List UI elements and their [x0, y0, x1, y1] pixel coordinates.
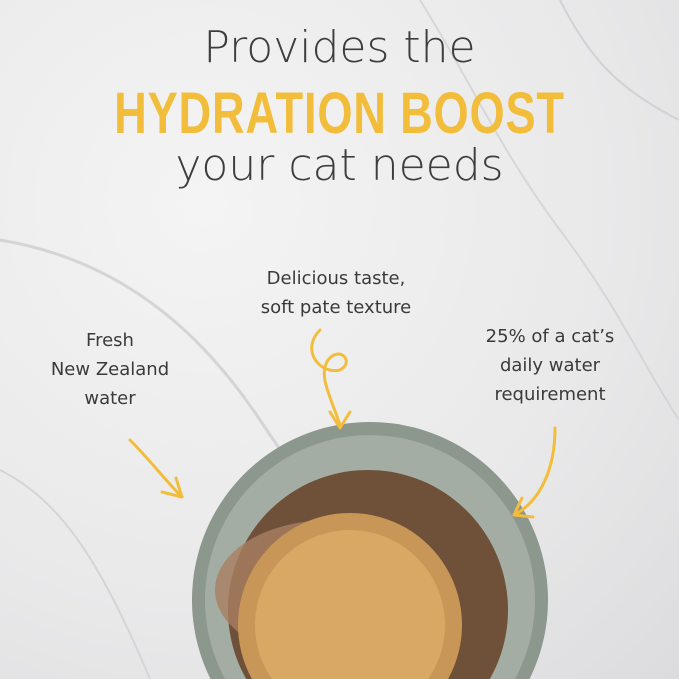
bowl	[192, 421, 548, 679]
callout-text: Fresh	[86, 330, 134, 351]
arrow-icon	[328, 410, 352, 430]
callout-text: water	[84, 388, 136, 409]
callout-text: 25% of a cat’s	[485, 326, 615, 347]
callout-water: Fresh New Zealand water	[20, 326, 200, 413]
headline-highlight: HYDRATION BOOST	[114, 81, 565, 146]
callout-taste: Delicious taste, soft pate texture	[236, 264, 436, 322]
pate-top	[255, 530, 445, 679]
arrow-icon	[128, 438, 182, 497]
callout-text: Delicious taste,	[266, 268, 406, 289]
arrow-icon	[512, 496, 535, 519]
callout-text: requirement	[494, 384, 606, 405]
headline-line-3: your cat needs	[175, 140, 504, 191]
callout-requirement: 25% of a cat’s daily water requirement	[460, 322, 640, 409]
callout-text: New Zealand	[50, 359, 170, 380]
arrow-icon	[160, 476, 184, 499]
arrow-icon	[514, 426, 557, 516]
arrow-icon	[310, 328, 348, 427]
callout-text: daily water	[499, 355, 601, 376]
headline-line-1: Provides the	[203, 22, 476, 73]
callout-text: soft pate texture	[260, 297, 412, 318]
